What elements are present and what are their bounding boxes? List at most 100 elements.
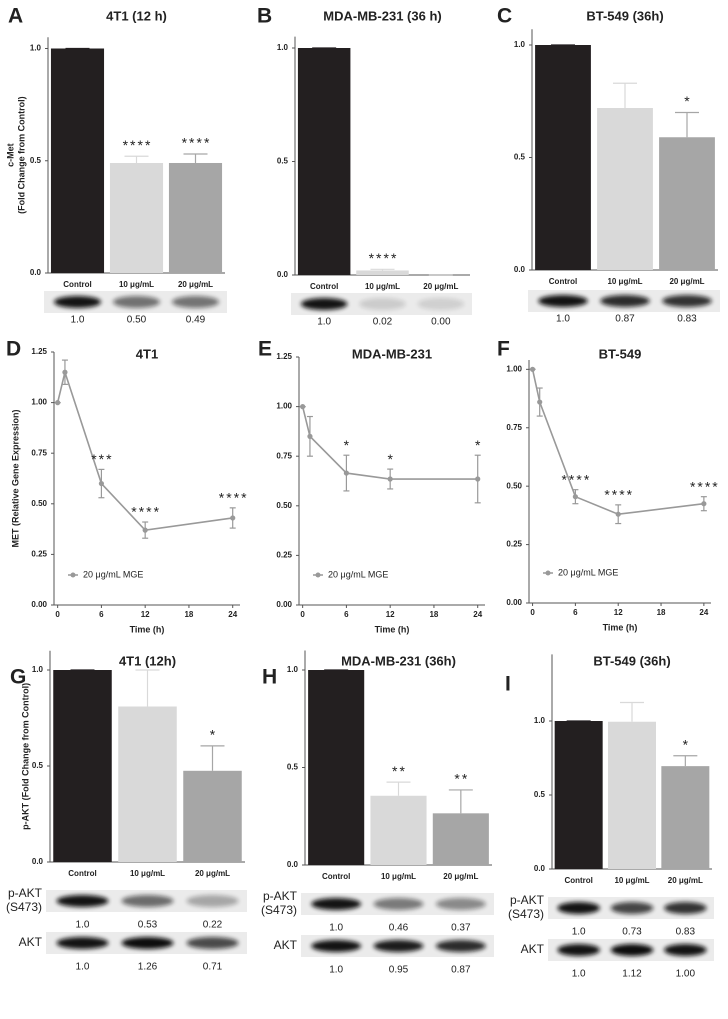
y-axis-label: c-Met [5, 143, 15, 167]
legend-marker [70, 572, 76, 578]
point [615, 511, 621, 517]
y-tick-label: 0.5 [30, 156, 42, 165]
blot-band [56, 895, 109, 907]
y-tick-label: 0.50 [31, 499, 47, 508]
point [230, 515, 236, 521]
bar [597, 108, 653, 270]
significance: ** [454, 771, 469, 787]
legend-label: 20 μg/mL MGE [558, 567, 618, 577]
point [307, 433, 313, 439]
bar [661, 766, 710, 869]
y-tick-label: 0.50 [506, 481, 522, 490]
point [529, 366, 536, 372]
y-axis-label: p-AKT (Fold Change from Control) [20, 683, 30, 830]
y-tick-label: 1.00 [506, 364, 522, 373]
y-tick-label: 1.0 [277, 43, 289, 52]
blot-band [311, 898, 362, 910]
point [475, 476, 481, 482]
significance: **** [123, 137, 153, 153]
point [343, 470, 350, 476]
blot-value: 0.46 [389, 923, 409, 934]
significance: **** [182, 135, 212, 151]
y-axis-label: MET (Relative Gene Expression) [10, 409, 20, 547]
x-tick-label: Control [310, 282, 338, 291]
significance: * [344, 437, 351, 453]
blot-label: (S473) [6, 900, 42, 914]
x-tick-label: 6 [344, 610, 349, 619]
y-tick-label: 0.75 [31, 448, 47, 457]
significance: **** [690, 478, 720, 494]
significance: * [683, 736, 690, 752]
blot-band [435, 940, 486, 952]
bar [297, 48, 351, 275]
blot-band [373, 940, 424, 952]
blot-value: 1.0 [329, 923, 343, 934]
panel-title: 4T1 (12h) [119, 653, 176, 668]
x-tick-label: Control [68, 869, 96, 878]
x-tick-label: 6 [573, 608, 578, 617]
blot-label: AKT [19, 935, 43, 949]
y-axis-label: (Fold Change from Control) [16, 96, 26, 213]
panel-letter: F [497, 338, 510, 361]
x-tick-label: 6 [99, 610, 104, 619]
x-tick-label: 10 μg/mL [381, 872, 416, 881]
blot-band [664, 902, 707, 914]
bar [535, 45, 591, 270]
y-tick-label: 1.25 [31, 347, 47, 356]
y-tick-label: 0.0 [534, 864, 546, 873]
blot-value: 0.83 [676, 927, 696, 938]
x-tick-label: 10 μg/mL [607, 277, 642, 286]
significance: **** [131, 504, 161, 520]
significance: * [387, 451, 394, 467]
y-tick-label: 0.75 [276, 451, 292, 460]
blot-band [610, 944, 654, 956]
blot-value: 1.0 [572, 969, 586, 980]
panel-letter: C [497, 5, 512, 28]
x-axis-label: Time (h) [603, 622, 638, 632]
bar [50, 48, 105, 273]
point [142, 527, 148, 533]
bar [554, 721, 603, 869]
y-tick-label: 1.0 [514, 40, 526, 49]
bar [659, 137, 715, 270]
bar [356, 270, 409, 275]
blot-value: 1.0 [76, 962, 90, 973]
significance: *** [91, 451, 113, 467]
blot-value: 1.12 [622, 969, 642, 980]
blot-value: 0.02 [373, 317, 393, 328]
x-tick-label: Control [322, 872, 350, 881]
blot-label: AKT [521, 942, 545, 956]
y-tick-label: 0.00 [276, 600, 292, 609]
blot-band [557, 944, 601, 956]
x-tick-label: 18 [429, 610, 438, 619]
point [572, 494, 578, 500]
blot-label: (S473) [261, 903, 297, 917]
significance: **** [219, 490, 249, 506]
point [701, 501, 707, 507]
y-tick-label: 0.75 [506, 423, 522, 432]
blot-band [311, 940, 362, 952]
y-tick-label: 0.25 [276, 551, 292, 560]
blot-value: 1.26 [138, 962, 158, 973]
point [537, 399, 543, 405]
x-tick-label: 10 μg/mL [365, 282, 400, 291]
panel-title: MDA-MB-231 (36h) [341, 653, 456, 668]
blot-band [538, 295, 588, 307]
x-tick-label: 12 [141, 610, 150, 619]
blot-label: p-AKT [263, 889, 298, 903]
panel-title: BT-549 (36h) [593, 653, 670, 668]
blot-band [417, 298, 465, 310]
point [387, 476, 393, 482]
x-tick-label: 24 [699, 608, 708, 617]
blot-label: AKT [274, 938, 298, 952]
blot-value: 0.73 [622, 927, 642, 938]
y-tick-label: 0.5 [287, 763, 299, 772]
bar [53, 670, 112, 862]
blot-band [359, 298, 406, 310]
x-tick-label: 12 [614, 608, 623, 617]
x-tick-label: 18 [657, 608, 666, 617]
x-tick-label: 12 [386, 610, 395, 619]
panel-letter: E [258, 338, 272, 361]
x-tick-label: 10 μg/mL [119, 280, 154, 289]
x-tick-label: 20 μg/mL [195, 869, 230, 878]
